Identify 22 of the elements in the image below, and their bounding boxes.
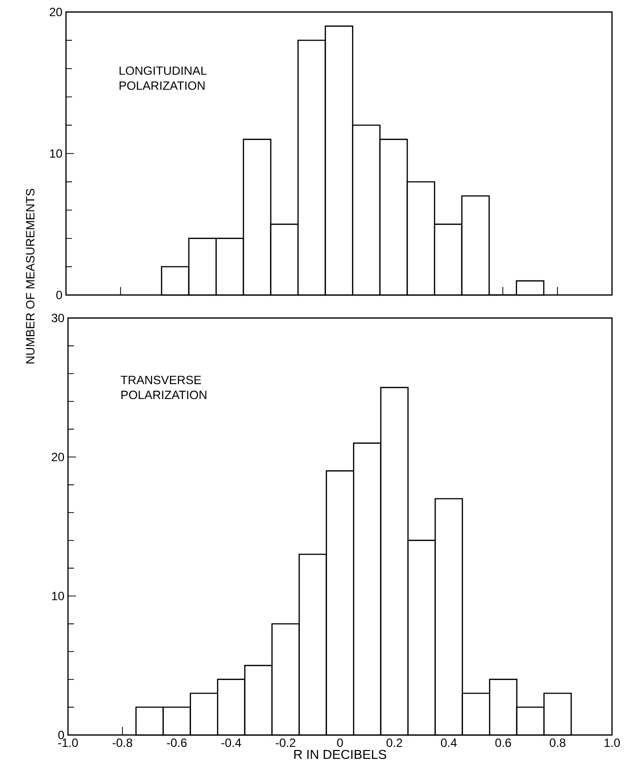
x-tick-label: -0.8 [112, 738, 132, 747]
x-tick-label: -0.6 [167, 738, 187, 747]
x-tick-label: 0.8 [550, 738, 566, 747]
x-tick-label: 0.2 [386, 738, 402, 747]
y-tick-label: 10 [50, 149, 62, 158]
y-tick-label: 0 [56, 290, 62, 300]
x-tick-label: 0 [337, 738, 343, 747]
x-tick-label: 0.4 [440, 738, 457, 747]
annotation: LONGITUDINAL POLARIZATION [120, 66, 207, 90]
y-tick-label: 20 [50, 8, 62, 16]
x-tick-label: -1.0 [58, 738, 78, 747]
y-tick-label: 20 [52, 452, 64, 462]
annotation: TRANSVERSE POLARIZATION [120, 376, 206, 400]
y-tick-label: 10 [52, 592, 64, 600]
y-axis-title: NUMBER OF MEASUREMENTS [26, 188, 34, 364]
x-tick-label: -0.2 [276, 738, 296, 747]
x-tick-label: 0.6 [495, 738, 511, 747]
x-tick-label: -0.4 [221, 738, 242, 747]
x-axis-title: R IN DECIBELS [294, 750, 386, 760]
y-tick-label: 30 [52, 314, 64, 322]
x-tick-label: 1.0 [604, 738, 620, 747]
y-tick-label: 0 [58, 730, 64, 740]
